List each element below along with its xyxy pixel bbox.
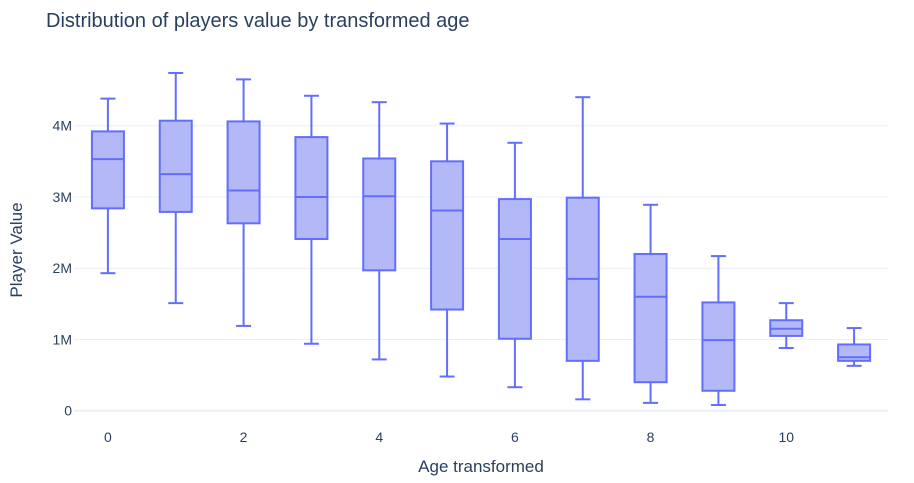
box-group xyxy=(294,94,329,345)
box-iqr xyxy=(294,136,329,240)
box-group xyxy=(701,255,736,407)
box-iqr xyxy=(90,130,125,210)
box-iqr xyxy=(226,120,261,225)
box-group xyxy=(430,122,465,378)
box-group xyxy=(565,96,600,401)
x-tick-label: 4 xyxy=(375,429,383,445)
box-group xyxy=(633,203,668,404)
x-tick-label: 10 xyxy=(778,429,794,445)
y-tick-label: 4M xyxy=(53,118,72,134)
box-group xyxy=(769,302,804,350)
x-tick-labels: 0 2 4 6 8 10 xyxy=(104,429,794,445)
y-tick-label: 1M xyxy=(53,331,72,347)
box-group xyxy=(362,101,397,361)
box-iqr xyxy=(430,160,465,311)
box-iqr xyxy=(701,301,736,392)
y-tick-labels: 0 1M 2M 3M 4M xyxy=(53,118,73,419)
box-iqr xyxy=(497,198,532,340)
chart-title: Distribution of players value by transfo… xyxy=(46,10,470,32)
box-group xyxy=(90,97,125,275)
y-tick-label: 2M xyxy=(53,260,72,276)
box-layer xyxy=(90,71,872,407)
box-group xyxy=(497,141,532,389)
x-axis-title: Age transformed xyxy=(418,457,544,476)
y-axis-title: Player Value xyxy=(7,202,26,297)
x-tick-label: 2 xyxy=(240,429,248,445)
box-iqr xyxy=(633,252,668,384)
box-iqr xyxy=(837,343,872,362)
box-iqr xyxy=(362,157,397,272)
box-iqr xyxy=(158,119,193,213)
box-group xyxy=(837,327,872,367)
x-tick-label: 0 xyxy=(104,429,112,445)
box-group xyxy=(158,71,193,305)
y-tick-label: 3M xyxy=(53,189,72,205)
grid-layer xyxy=(74,125,888,412)
x-tick-label: 6 xyxy=(511,429,519,445)
y-tick-label: 0 xyxy=(64,403,72,419)
box-group xyxy=(226,78,261,327)
x-tick-label: 8 xyxy=(647,429,655,445)
